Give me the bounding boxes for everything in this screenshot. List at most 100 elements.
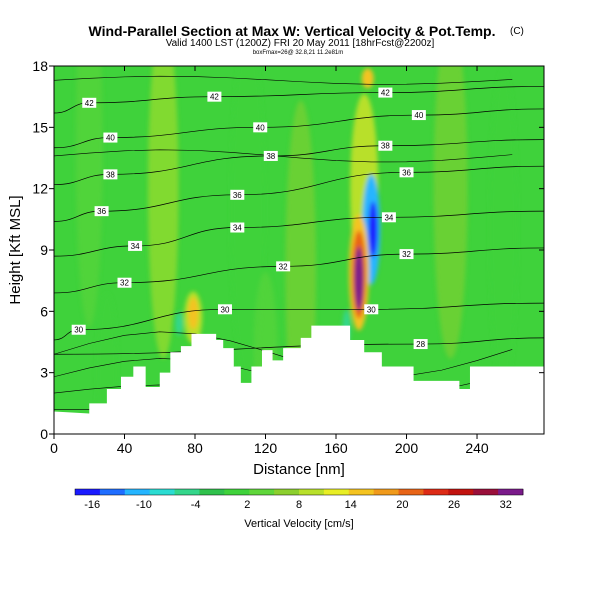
isentrope-label: 42 <box>82 97 97 108</box>
colorbar <box>74 488 524 496</box>
colorbar-tick-label: 8 <box>296 499 302 511</box>
isentrope-label-text: 40 <box>106 134 115 143</box>
isentrope-label: 38 <box>378 140 393 151</box>
isentrope-label: 42 <box>378 87 393 98</box>
isentrope-minor <box>54 75 513 85</box>
isentrope-label: 34 <box>381 212 396 223</box>
isentrope-label: 30 <box>364 304 379 315</box>
isentrope-label: 40 <box>103 132 118 143</box>
isentrope-label: 38 <box>263 150 278 161</box>
isentrope-label: 40 <box>411 110 426 121</box>
field-streak <box>433 66 468 359</box>
colorbar-tick-label: -10 <box>136 499 152 511</box>
isentrope-label-text: 30 <box>221 305 230 314</box>
colorbar-swatch <box>448 489 474 495</box>
copyright-mark: (C) <box>510 26 524 37</box>
info-line: boxFmax=26@ 32.8,21 11.2e81m <box>253 50 344 56</box>
colorbar-swatch <box>348 489 375 495</box>
colorbar-swatch <box>323 489 350 495</box>
isentrope-label-box <box>411 110 426 121</box>
isentrope-label-box <box>217 304 232 315</box>
isentrope-label-text: 36 <box>97 207 106 216</box>
isentrope-label: 28 <box>413 339 428 350</box>
x-tick-label: 80 <box>187 440 203 456</box>
y-tick-label: 9 <box>40 242 48 258</box>
y-tick-label: 6 <box>40 303 48 319</box>
colorbar-tick-label: -4 <box>191 499 201 511</box>
colorbar-swatch <box>398 489 424 495</box>
y-tick-label: 0 <box>40 426 48 442</box>
colorbar-swatch <box>299 489 325 495</box>
y-axis: 0 36 9 12 15 18 <box>32 58 544 442</box>
isentrope-labels: 42 42 42 40 40 40 38 38 38 36 36 36 34 34 34 32 32 32 30 30… <box>71 87 428 350</box>
field-streak <box>147 66 179 359</box>
colorbar-swatch <box>99 489 126 495</box>
field-streak <box>75 66 103 328</box>
colorbar-title: Vertical Velocity [cm/s] <box>244 518 353 530</box>
isentrope-label-box <box>117 277 132 288</box>
isentrope-label-text: 30 <box>367 305 376 314</box>
colorbar-swatch <box>373 489 399 495</box>
colorbar-ticks: -16 -10 -4 2 8 14 20 26 32 <box>84 499 512 511</box>
colorbar-swatch <box>124 489 151 495</box>
x-axis: 0 40 80 120 160 200 240 <box>50 66 489 456</box>
y-tick-label: 15 <box>32 119 48 135</box>
isentrope-label-text: 38 <box>106 170 115 179</box>
isentrope-label: 34 <box>128 240 143 251</box>
isentrope-label: 36 <box>230 189 245 200</box>
isentrope-label-text: 34 <box>384 213 393 222</box>
field-streak <box>489 69 518 390</box>
colorbar-swatch <box>249 489 275 495</box>
y-axis-title: Height [Kft MSL] <box>7 195 24 304</box>
isentrope-label-box <box>103 132 118 143</box>
x-tick-label: 240 <box>465 440 489 456</box>
colorbar-tick-label: 2 <box>244 499 250 511</box>
terrain <box>54 325 544 434</box>
isentrope-label-text: 34 <box>131 242 140 251</box>
isentrope-minor <box>54 149 513 163</box>
colorbar-tick-label: -16 <box>84 499 100 511</box>
colorbar-tick-label: 20 <box>396 499 408 511</box>
x-tick-label: 160 <box>324 440 348 456</box>
colorbar-swatch <box>473 489 499 495</box>
x-tick-label: 120 <box>254 440 278 456</box>
isentrope-label-box <box>230 189 245 200</box>
isentrope-label: 38 <box>103 169 118 180</box>
isentrope-label-box <box>94 206 109 217</box>
y-tick-label: 12 <box>32 181 48 197</box>
isentrope-label-box <box>71 324 86 335</box>
isentrope-label-text: 42 <box>85 99 94 108</box>
isentrope-label-box <box>381 212 396 223</box>
valid-time-line: Valid 1400 LST (1200Z) FRI 20 May 2011 [… <box>166 38 435 49</box>
isentrope-label: 30 <box>217 304 232 315</box>
colorbar-swatch <box>423 489 449 495</box>
colorbar-tick-label: 26 <box>448 499 460 511</box>
isentrope-label-text: 30 <box>74 326 83 335</box>
isentrope-label-text: 34 <box>233 224 242 233</box>
downdraft-peak <box>368 201 378 258</box>
isentrope-label-box <box>207 91 222 102</box>
isentrope-label: 30 <box>71 324 86 335</box>
colorbar-swatch <box>174 489 200 495</box>
field-streak <box>230 66 265 380</box>
isentrope-label-text: 38 <box>381 142 390 151</box>
y-tick-label: 18 <box>32 58 48 74</box>
isentrope-label-box <box>399 167 414 178</box>
colorbar-tick-label: 32 <box>500 499 512 511</box>
isentrope-label-text: 42 <box>381 89 390 98</box>
isentrope-label-box <box>399 249 414 260</box>
isentrope-34 <box>54 210 544 257</box>
colorbar-frame <box>74 488 524 496</box>
isentrope-label-box <box>364 304 379 315</box>
isentrope-label-box <box>103 169 118 180</box>
field-features <box>175 68 381 346</box>
colorbar-tick-label: 14 <box>345 499 357 511</box>
isentrope-label-box <box>378 87 393 98</box>
isentrope-label-box <box>128 240 143 251</box>
x-axis-title: Distance [nm] <box>253 461 345 478</box>
isentrope-label: 42 <box>207 91 222 102</box>
isentrope-label-box <box>263 150 278 161</box>
isentrope-label: 40 <box>253 122 268 133</box>
colorbar-swatch <box>75 489 101 495</box>
isentrope-label-box <box>276 261 291 272</box>
